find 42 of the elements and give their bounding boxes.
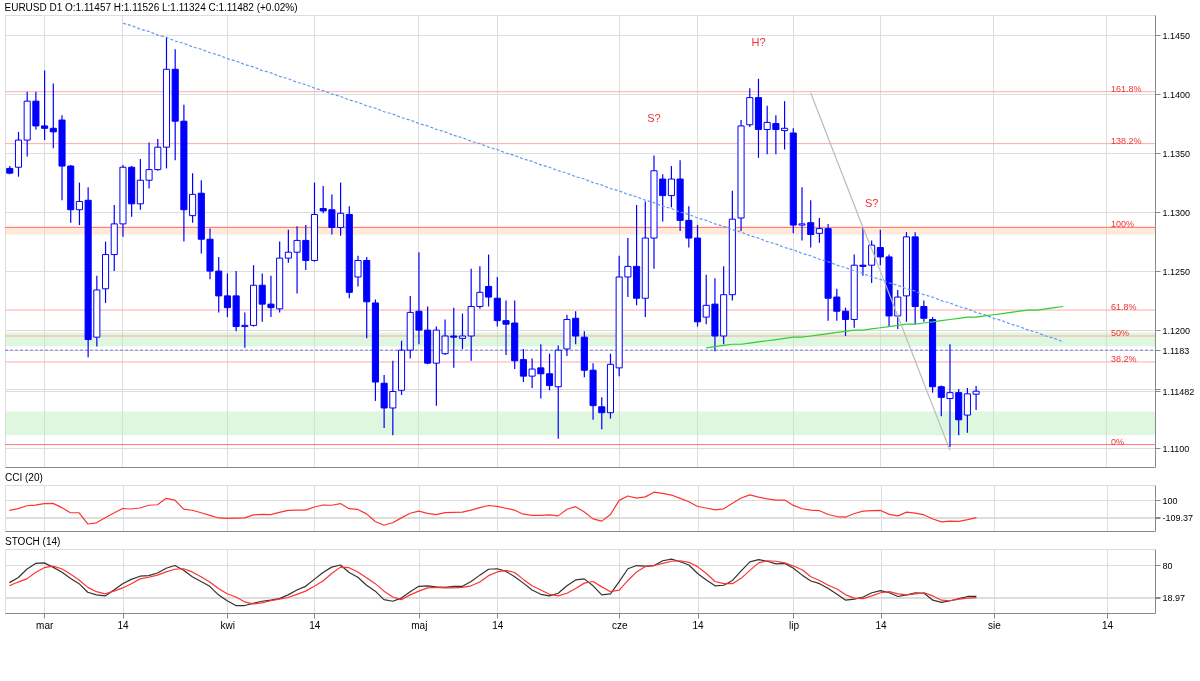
y-tick-label: 1.1100 [1162,443,1190,454]
y-tick-label: 1.1200 [1162,325,1191,336]
y-tick-label: 1.1350 [1162,148,1191,159]
annotation: 161.8% [1111,83,1142,94]
annotation: 100% [1111,219,1135,230]
line-series [810,92,951,452]
x-tick-label: kwi [220,619,235,631]
x-tick-label: sie [987,619,1002,631]
x-tick-label: 14 [309,619,321,631]
chart-title: EURUSD D1 O:1.11457 H:1.11526 L:1.11324 C:1.11482 (+0.02%) [4,2,298,13]
line-series [8,491,977,526]
annotation: H? [751,35,766,48]
y-tick-label: 1.1400 [1162,89,1191,100]
line-series [122,22,1064,343]
annotation: 61.8% [1111,302,1137,313]
x-tick-label: 14 [692,619,705,631]
y-tick-label: 1.1250 [1162,266,1191,277]
x-tick-label: mar [36,619,54,631]
annotation: S? [864,197,879,210]
y-tick-label: 1.1183 [1162,345,1190,356]
x-tick-label: 14 [1102,619,1114,631]
y-tick-label: 80 [1162,560,1173,571]
y-tick-label: 100 [1162,495,1178,506]
annotation: 38.2% [1111,353,1137,364]
y-tick-label: 18.97 [1162,593,1186,604]
line-series [705,305,1064,349]
candlestick [598,396,606,430]
y-tick-label: 1.11482 [1162,386,1195,397]
annotation: S? [647,112,661,125]
y-tick-label: 1.1450 [1162,30,1191,41]
x-tick-label: cze [611,619,628,631]
chart-title: STOCH (14) [5,536,61,547]
y-tick-label: 1.1300 [1162,207,1191,218]
chart-title: CCI (20) [5,472,43,483]
x-tick-label: 14 [875,619,888,631]
annotation: 138.2% [1111,135,1142,146]
y-tick-label: -109.37 [1162,513,1194,524]
annotation: 50% [1111,328,1130,338]
x-tick-label: 14 [117,619,130,631]
x-tick-label: lip [788,619,800,631]
x-tick-label: 14 [492,619,504,631]
x-tick-label: maj [411,619,428,631]
